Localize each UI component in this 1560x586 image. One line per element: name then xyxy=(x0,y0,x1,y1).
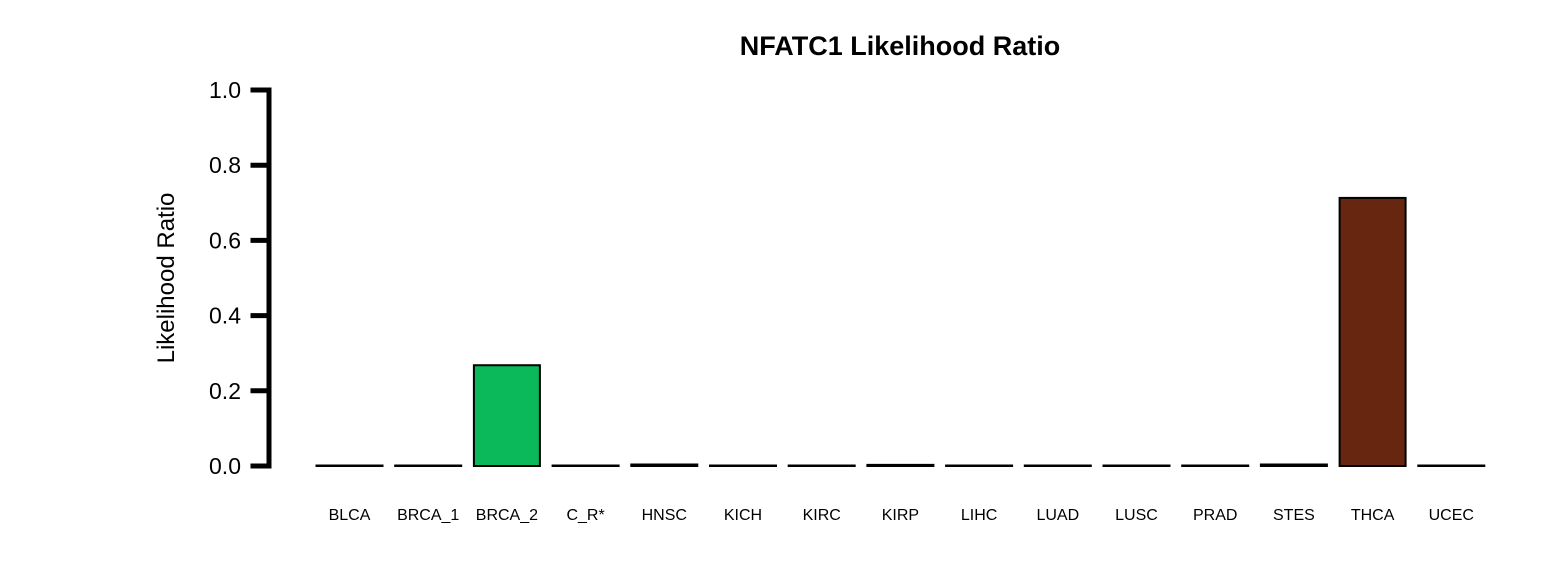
x-tick-label: LUAD xyxy=(1036,507,1079,524)
x-tick-labels: BLCA BRCA_1 BRCA_2 C_R* HNSC KICH KIRC KIRP LIHC… xyxy=(329,507,1474,524)
x-tick-label: THCA xyxy=(1351,507,1395,524)
bar-blca xyxy=(315,464,384,467)
x-tick-label: KICH xyxy=(724,507,762,524)
y-tick-label: 0.6 xyxy=(209,227,241,253)
bar-c-r- xyxy=(551,464,620,467)
x-tick-label: BRCA_1 xyxy=(397,507,459,524)
y-tick-label: 1.0 xyxy=(209,77,241,103)
x-tick-label: KIRP xyxy=(882,507,919,524)
bar-stes xyxy=(1259,463,1328,468)
bar-brca-1 xyxy=(394,464,463,467)
x-tick-label: UCEC xyxy=(1429,507,1474,524)
x-tick-label: BRCA_2 xyxy=(476,507,538,524)
bar-thca xyxy=(1338,196,1407,468)
bars-group xyxy=(315,196,1486,468)
bar-luad xyxy=(1023,464,1092,467)
x-tick-label: PRAD xyxy=(1193,507,1237,524)
y-tick-label: 0.0 xyxy=(209,453,241,479)
bar-hnsc xyxy=(630,463,699,468)
y-axis-label: Likelihood Ratio xyxy=(153,193,180,364)
x-tick-label: C_R* xyxy=(566,507,604,524)
x-tick-label: LIHC xyxy=(961,507,997,524)
bar-lihc xyxy=(945,464,1014,467)
x-tick-label: LUSC xyxy=(1115,507,1158,524)
bar-kirp xyxy=(866,463,935,468)
y-axis: 0.0 0.2 0.4 0.6 0.8 1.0 xyxy=(209,77,272,479)
y-tick-label: 0.4 xyxy=(209,303,241,329)
y-tick-label: 0.2 xyxy=(209,378,241,404)
x-tick-label: BLCA xyxy=(329,507,371,524)
x-tick-label: HNSC xyxy=(642,507,687,524)
bar-brca-2 xyxy=(472,364,541,467)
bar-lusc xyxy=(1102,464,1171,467)
bar-kirc xyxy=(787,464,856,467)
bar-prad xyxy=(1181,464,1250,467)
x-tick-label: STES xyxy=(1273,507,1315,524)
bar-ucec xyxy=(1417,464,1486,467)
y-tick-label: 0.8 xyxy=(209,152,241,178)
bar-kich xyxy=(709,464,777,467)
chart-title: NFATC1 Likelihood Ratio xyxy=(740,31,1061,61)
x-tick-label: KIRC xyxy=(803,507,841,524)
